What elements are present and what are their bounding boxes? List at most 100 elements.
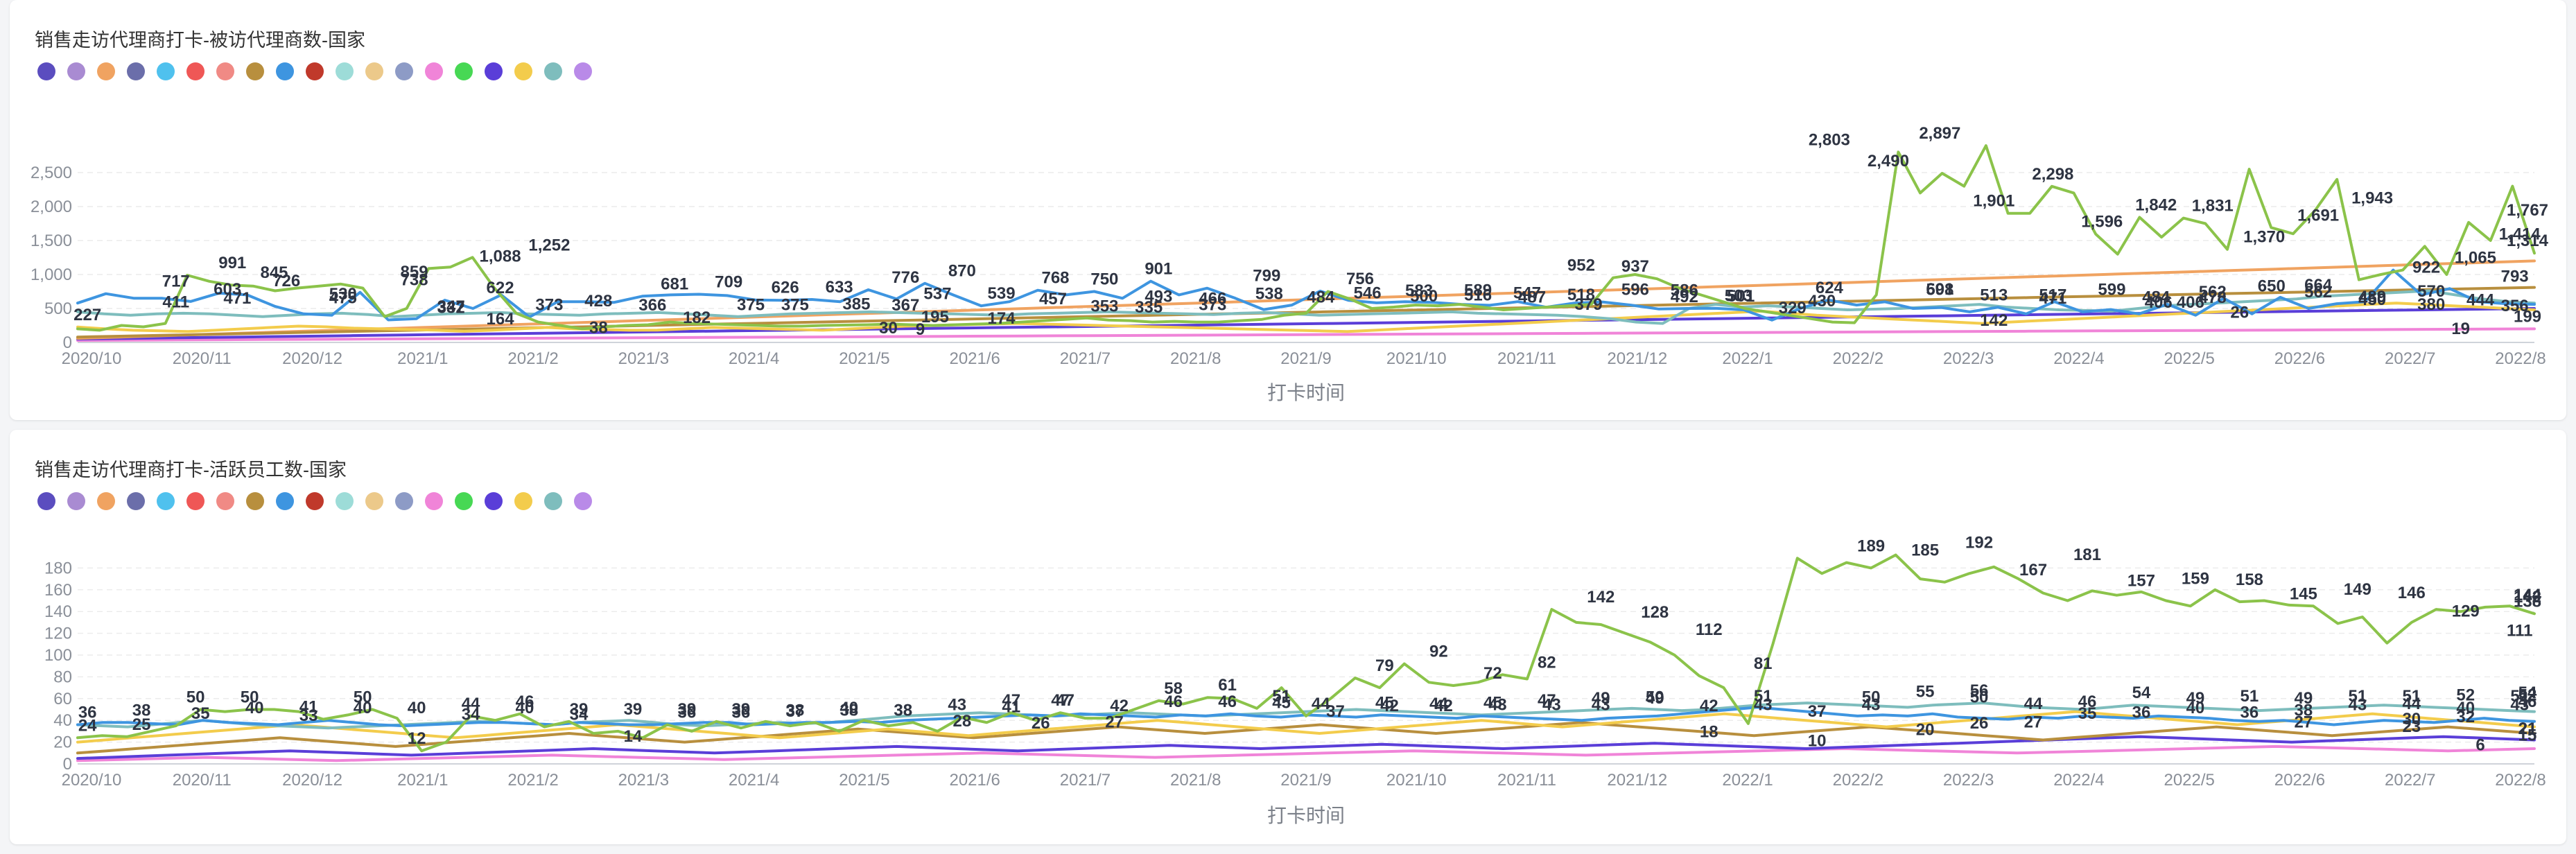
data-label: 51 — [2402, 687, 2421, 706]
legend-dot-18[interactable] — [544, 62, 562, 80]
legend-dot-15[interactable] — [455, 492, 473, 510]
data-label: 43 — [948, 695, 966, 714]
data-label: 128 — [1641, 603, 1669, 622]
legend-dot-13[interactable] — [395, 62, 413, 80]
data-label: 49 — [2295, 689, 2313, 708]
legend-dot-5[interactable] — [157, 62, 175, 80]
x-tick-label: 2021/7 — [1060, 771, 1111, 790]
chart-title: 销售走访代理商打卡-活跃员工数-国家 — [35, 460, 347, 480]
data-label: 44 — [462, 695, 480, 713]
y-tick-label: 1,500 — [31, 232, 72, 250]
data-label: 50 — [241, 688, 259, 707]
data-label: 624 — [1816, 279, 1844, 297]
legend-dot-2[interactable] — [67, 492, 85, 510]
legend-dot-9[interactable] — [276, 492, 294, 510]
x-tick-label: 2021/1 — [397, 771, 448, 790]
data-label: 142 — [1587, 588, 1615, 607]
data-label: 516 — [1464, 286, 1492, 304]
legend-dot-7[interactable] — [216, 62, 234, 80]
data-label: 503 — [1725, 287, 1752, 306]
x-tick-label: 2022/7 — [2385, 771, 2435, 790]
data-label: 43 — [1754, 695, 1773, 714]
data-label: 46 — [2518, 692, 2537, 711]
data-label: 40 — [2186, 699, 2205, 717]
data-label: 37 — [785, 702, 804, 721]
data-label: 142 — [2514, 588, 2541, 607]
data-label: 164 — [487, 310, 515, 329]
data-label: 38 — [894, 701, 912, 720]
y-tick-label: 160 — [44, 581, 72, 600]
legend-dot-4[interactable] — [127, 492, 145, 510]
legend-dot-10[interactable] — [306, 62, 324, 80]
x-tick-label: 2021/6 — [949, 349, 1000, 368]
x-tick-label: 2022/2 — [1833, 771, 1883, 790]
data-label: 43 — [1592, 695, 1610, 714]
legend-dot-3[interactable] — [97, 62, 115, 80]
data-label: 799 — [1253, 267, 1280, 286]
legend-dot-16[interactable] — [485, 492, 503, 510]
data-label: 142 — [1980, 311, 2008, 330]
x-tick-label: 2021/1 — [397, 349, 448, 368]
legend-dot-8[interactable] — [246, 62, 264, 80]
data-label: 182 — [683, 308, 711, 327]
data-label: 450 — [2358, 290, 2386, 309]
legend-dot-7[interactable] — [216, 492, 234, 510]
legend-dot-13[interactable] — [395, 492, 413, 510]
x-tick-label: 2021/5 — [839, 349, 889, 368]
data-label: 50 — [1862, 688, 1881, 707]
data-label: 537 — [923, 284, 951, 303]
legend-dot-1[interactable] — [37, 492, 55, 510]
legend-dot-5[interactable] — [157, 492, 175, 510]
legend-dot-14[interactable] — [425, 62, 443, 80]
legend-dot-15[interactable] — [455, 62, 473, 80]
legend-dot-10[interactable] — [306, 492, 324, 510]
legend-dot-16[interactable] — [485, 62, 503, 80]
data-label: 51 — [2240, 687, 2259, 706]
data-label: 726 — [272, 272, 300, 290]
data-label: 27 — [2024, 713, 2043, 732]
data-label: 598 — [1926, 280, 1953, 299]
data-label: 1,065 — [2455, 249, 2496, 268]
data-label: 39 — [570, 700, 589, 719]
legend-dot-9[interactable] — [276, 62, 294, 80]
legend-dot-2[interactable] — [67, 62, 85, 80]
legend-dot-4[interactable] — [127, 62, 145, 80]
data-label: 36 — [78, 703, 97, 722]
legend-dot-11[interactable] — [336, 62, 354, 80]
legend-dot-3[interactable] — [97, 492, 115, 510]
x-tick-label: 2022/1 — [1722, 349, 1773, 368]
data-label: 61 — [1218, 676, 1237, 695]
data-label: 43 — [1862, 695, 1881, 714]
data-label: 38 — [589, 318, 608, 337]
data-label: 38 — [132, 701, 151, 720]
legend-dot-17[interactable] — [514, 62, 532, 80]
data-label: 33 — [299, 706, 318, 725]
data-label: 768 — [1041, 269, 1069, 288]
legend-dot-8[interactable] — [246, 492, 264, 510]
x-tick-label: 2021/3 — [618, 349, 669, 368]
legend-dot-6[interactable] — [186, 62, 204, 80]
legend-dot-19[interactable] — [574, 492, 592, 510]
legend-dot-17[interactable] — [514, 492, 532, 510]
y-tick-label: 500 — [44, 299, 72, 318]
data-label: 1,088 — [480, 247, 521, 265]
data-label: 92 — [1429, 643, 1448, 661]
legend-dot-1[interactable] — [37, 62, 55, 80]
data-label: 517 — [2039, 286, 2066, 304]
data-label: 40 — [245, 699, 264, 717]
legend-dot-6[interactable] — [186, 492, 204, 510]
data-label: 793 — [2501, 267, 2529, 286]
legend-dot-18[interactable] — [544, 492, 562, 510]
legend-dot-12[interactable] — [365, 62, 383, 80]
data-label: 36 — [2132, 703, 2151, 722]
legend-dot-14[interactable] — [425, 492, 443, 510]
data-label: 42 — [1434, 697, 1453, 715]
data-label: 47 — [1051, 691, 1070, 710]
data-label: 501 — [1727, 287, 1755, 306]
x-tick-label: 2021/12 — [1607, 349, 1667, 368]
legend-dot-12[interactable] — [365, 492, 383, 510]
legend-dot-11[interactable] — [336, 492, 354, 510]
data-label: 56 — [1970, 681, 1989, 700]
legend-dot-19[interactable] — [574, 62, 592, 80]
data-label: 471 — [2039, 289, 2066, 308]
